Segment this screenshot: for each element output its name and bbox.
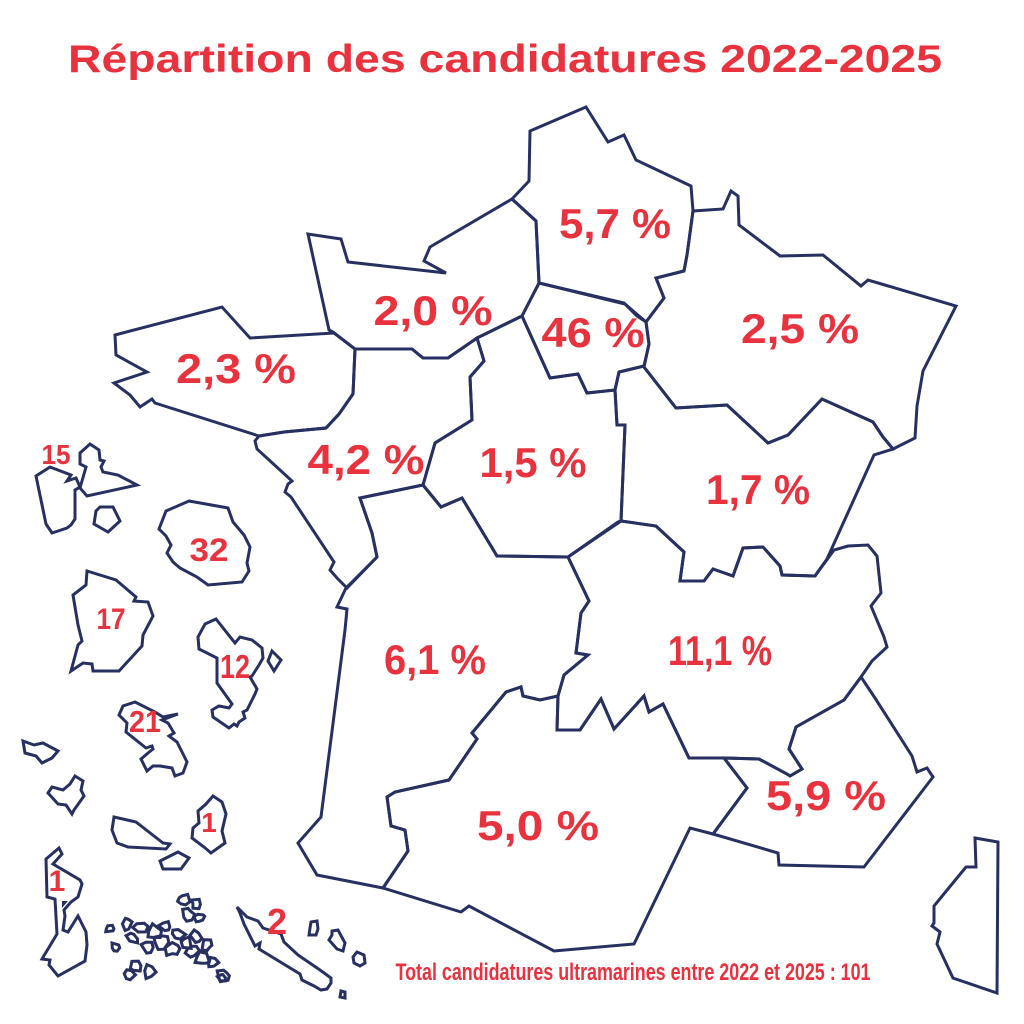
svg-text:2,5 %: 2,5 %	[741, 305, 859, 352]
svg-text:1: 1	[49, 865, 66, 898]
svg-text:12: 12	[220, 648, 250, 685]
svg-text:21: 21	[129, 704, 161, 739]
svg-text:11,1 %: 11,1 %	[668, 627, 772, 674]
svg-text:Répartition des candidatures 2: Répartition des candidatures 2022-2025	[68, 38, 942, 81]
svg-text:1: 1	[201, 807, 217, 838]
svg-text:5,9 %: 5,9 %	[766, 772, 886, 819]
svg-text:2: 2	[267, 901, 287, 942]
svg-text:Total candidatures ultramarine: Total candidatures ultramarines entre 20…	[396, 959, 871, 986]
svg-text:2,3 %: 2,3 %	[176, 345, 296, 392]
svg-text:1,7 %: 1,7 %	[706, 466, 810, 513]
svg-text:6,1 %: 6,1 %	[384, 636, 486, 683]
svg-text:5,0 %: 5,0 %	[477, 802, 599, 849]
svg-text:46 %: 46 %	[542, 309, 645, 356]
svg-text:15: 15	[42, 439, 71, 470]
svg-text:4,2 %: 4,2 %	[308, 436, 425, 483]
svg-text:17: 17	[97, 603, 126, 636]
svg-text:2,0 %: 2,0 %	[374, 287, 493, 334]
svg-text:1,5 %: 1,5 %	[480, 439, 587, 486]
svg-text:32: 32	[190, 532, 229, 568]
svg-text:5,7 %: 5,7 %	[559, 200, 671, 247]
